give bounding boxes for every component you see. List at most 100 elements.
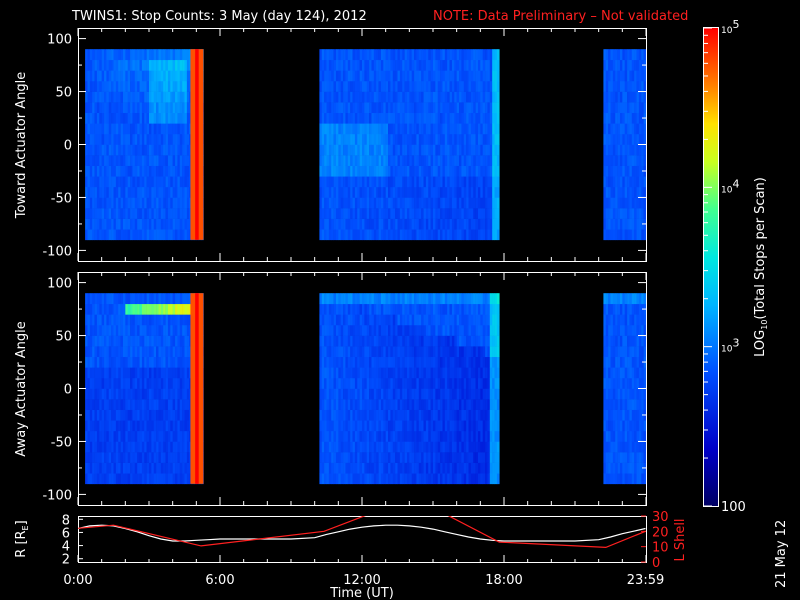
heatmap-cell — [461, 314, 465, 326]
heatmap-cell — [433, 112, 436, 124]
heatmap-cell — [89, 49, 93, 61]
heatmap-cell — [477, 208, 481, 219]
heatmap-cell — [480, 218, 483, 230]
heatmap-cell — [167, 102, 171, 114]
heatmap-cell — [638, 218, 642, 230]
heatmap-cell — [477, 197, 481, 209]
heatmap-cell — [444, 377, 448, 389]
heatmap-cell — [156, 70, 159, 82]
heatmap-cell — [444, 430, 448, 442]
heatmap-cell — [447, 176, 450, 188]
heatmap-cell — [167, 441, 171, 453]
heatmap-cell — [466, 335, 469, 347]
heatmap-cell — [421, 356, 424, 368]
heatmap-cell — [428, 346, 431, 358]
heatmap-cell — [170, 324, 173, 336]
heatmap-cell — [428, 399, 431, 410]
heatmap-cell — [428, 473, 431, 485]
heatmap-cell — [96, 367, 100, 379]
heatmap-cell — [127, 356, 131, 368]
heatmap-cell — [115, 388, 119, 400]
heatmap-cell — [177, 165, 181, 177]
heatmap-cell — [409, 441, 412, 453]
heatmap-cell — [118, 473, 121, 485]
heatmap-cell — [343, 399, 346, 410]
heatmap-cell — [163, 462, 166, 474]
heatmap-cell — [99, 155, 102, 166]
heatmap-cell — [463, 430, 467, 442]
heatmap-cell — [603, 430, 607, 442]
heatmap-cell — [186, 144, 190, 156]
heatmap-cell — [139, 367, 143, 379]
heatmap-cell — [385, 59, 389, 71]
heatmap-cell — [331, 218, 334, 230]
heatmap-cell — [149, 441, 152, 453]
heatmap-cell — [624, 218, 628, 230]
heatmap-cell — [485, 123, 488, 135]
heatmap-cell — [463, 59, 467, 71]
heatmap-cell — [354, 91, 358, 103]
heatmap-cell — [343, 59, 346, 71]
y-tick-label: 0 — [64, 139, 72, 154]
heatmap-cell — [463, 144, 467, 156]
heatmap-cell — [122, 91, 126, 103]
heatmap-cell — [175, 388, 178, 400]
heatmap-cell — [411, 91, 415, 103]
heatmap-cell — [106, 452, 110, 463]
heatmap-cell — [151, 356, 155, 368]
heatmap-cell — [636, 80, 640, 92]
heatmap-cell — [96, 377, 100, 389]
heatmap-cell — [149, 303, 152, 315]
heatmap-cell — [141, 335, 145, 347]
heatmap-cell — [357, 452, 360, 463]
heatmap-cell — [643, 133, 647, 145]
heatmap-cell — [480, 356, 483, 368]
heatmap-cell — [385, 218, 389, 230]
heatmap-cell — [338, 356, 341, 368]
heatmap-cell — [331, 186, 334, 198]
heatmap-cell — [494, 155, 498, 166]
heatmap-cell — [99, 324, 102, 336]
heatmap-cell — [357, 430, 360, 442]
heatmap-cell — [442, 335, 446, 347]
heatmap-cell — [326, 452, 330, 463]
heatmap-cell — [125, 324, 128, 336]
heatmap-cell — [473, 123, 476, 135]
heatmap-cell — [89, 356, 93, 368]
heatmap-cell — [333, 324, 337, 336]
heatmap-cell — [390, 303, 394, 315]
heatmap-cell — [425, 123, 429, 135]
heatmap-cell — [643, 91, 647, 103]
heatmap-cell — [463, 346, 467, 358]
heatmap-cell — [111, 208, 114, 219]
heatmap-cell — [338, 367, 341, 379]
heatmap-cell — [175, 346, 178, 358]
heatmap-cell — [376, 293, 379, 305]
heatmap-cell — [390, 197, 394, 209]
heatmap-cell — [397, 367, 401, 379]
heatmap-cell — [151, 112, 155, 124]
heatmap-cell — [186, 176, 190, 188]
heatmap-cell — [383, 144, 386, 156]
heatmap-cell — [442, 293, 446, 305]
heatmap-cell — [395, 377, 398, 389]
heatmap-cell — [177, 314, 181, 326]
heatmap-cell — [477, 314, 481, 326]
heatmap-cell — [392, 229, 396, 241]
heatmap-cell — [160, 388, 164, 400]
heatmap-cell — [366, 473, 370, 485]
heatmap-cell — [144, 70, 147, 82]
heatmap-cell — [350, 388, 353, 400]
heatmap-cell — [118, 388, 121, 400]
heatmap-cell — [94, 59, 98, 71]
heatmap-cell — [354, 197, 358, 209]
heatmap-cell — [449, 293, 453, 305]
heatmap-cell — [324, 102, 327, 114]
heatmap-cell — [496, 388, 500, 400]
heatmap-cell — [146, 176, 150, 188]
heatmap-cell — [385, 80, 389, 92]
heatmap-cell — [350, 197, 353, 209]
heatmap-cell — [489, 112, 493, 124]
heatmap-cell — [612, 80, 616, 92]
heatmap-cell — [416, 91, 420, 103]
